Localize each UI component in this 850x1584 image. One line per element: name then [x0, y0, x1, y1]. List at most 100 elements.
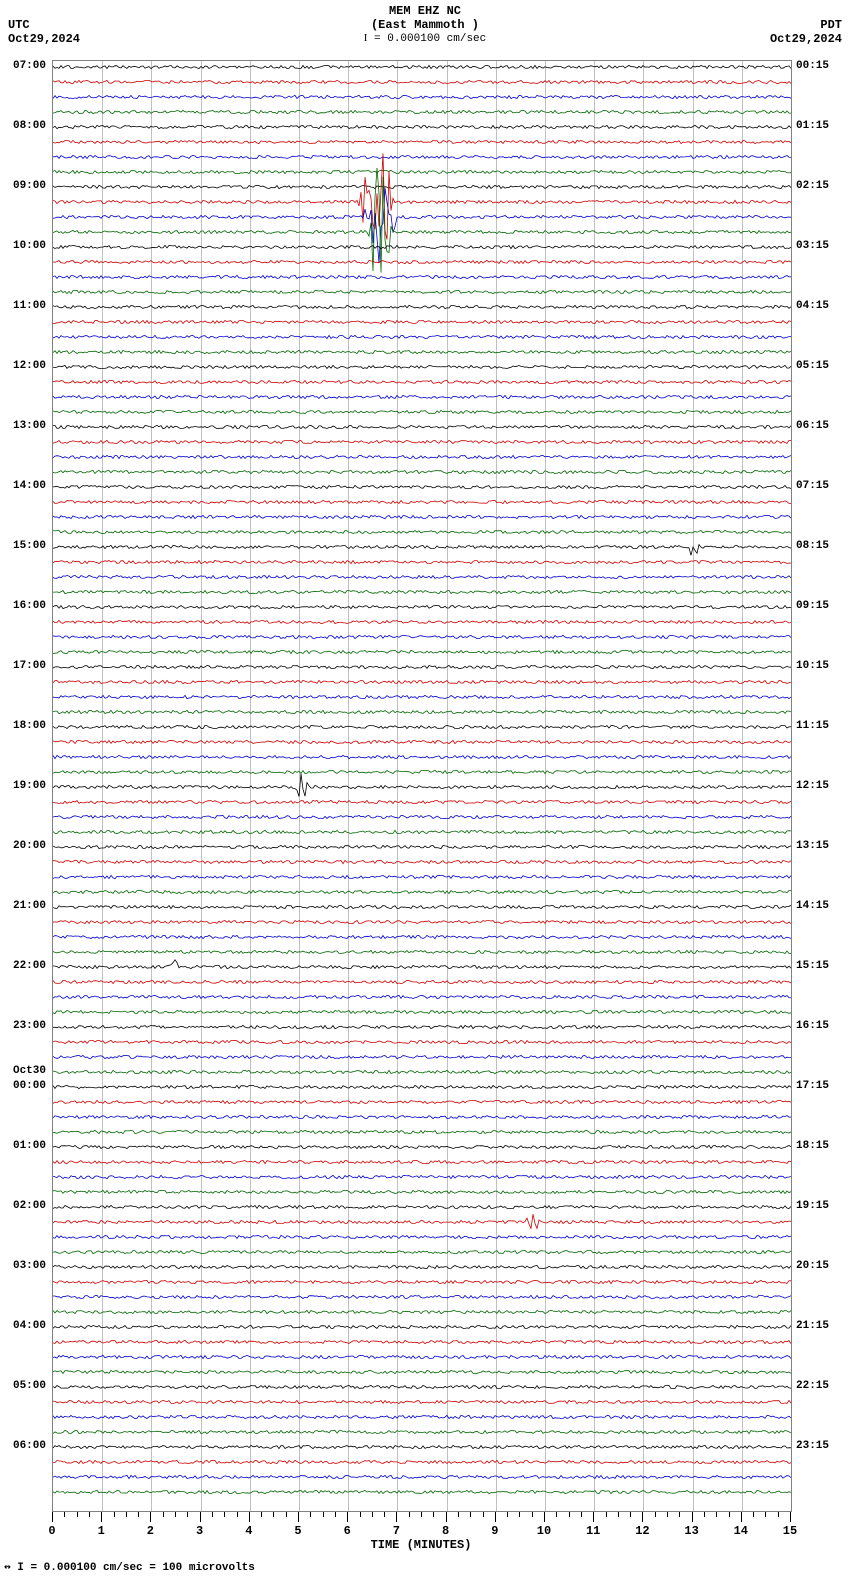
utc-label: 18:00: [13, 720, 46, 732]
utc-label: 17:00: [13, 660, 46, 672]
x-tick-minor: [114, 1512, 115, 1517]
trace-line: [53, 515, 791, 518]
pdt-label: 09:15: [796, 600, 829, 612]
x-tick-minor: [212, 1512, 213, 1517]
utc-time-labels: 07:0008:0009:0010:0011:0012:0013:0014:00…: [0, 60, 48, 1510]
trace-line: [53, 1490, 791, 1493]
x-tick: [249, 1512, 250, 1522]
trace-line: [53, 425, 791, 428]
trace-line: [53, 860, 791, 863]
x-tick-minor: [655, 1512, 656, 1517]
x-tick: [150, 1512, 151, 1522]
trace-line: [53, 920, 791, 923]
trace-line: [53, 1370, 791, 1373]
x-tick-minor: [716, 1512, 717, 1517]
trace-line: [53, 935, 791, 938]
trace-line: [53, 1295, 791, 1298]
x-tick-label: 4: [245, 1524, 252, 1538]
trace-line: [53, 1010, 791, 1013]
pdt-label: 04:15: [796, 300, 829, 312]
trace-line: [53, 605, 791, 608]
trace-line: [53, 845, 791, 848]
x-tick-minor: [77, 1512, 78, 1517]
utc-label: 16:00: [13, 600, 46, 612]
utc-label: 04:00: [13, 1320, 46, 1332]
x-tick-label: 1: [98, 1524, 105, 1538]
trace-line: [53, 980, 791, 983]
utc-label: 10:00: [13, 240, 46, 252]
trace-line: [53, 620, 791, 623]
trace-line: [53, 395, 791, 398]
pdt-label: 19:15: [796, 1200, 829, 1212]
utc-label: 20:00: [13, 840, 46, 852]
x-tick-minor: [679, 1512, 680, 1517]
x-tick-minor: [138, 1512, 139, 1517]
pdt-label: 22:15: [796, 1380, 829, 1392]
pdt-label: 20:15: [796, 1260, 829, 1272]
pdt-label: 11:15: [796, 720, 829, 732]
x-tick-label: 14: [734, 1524, 748, 1538]
x-tick-label: 9: [491, 1524, 498, 1538]
trace-line: [53, 1214, 791, 1228]
utc-label: 22:00: [13, 960, 46, 972]
trace-line: [53, 1205, 791, 1208]
x-tick: [692, 1512, 693, 1522]
trace-line: [53, 560, 791, 563]
x-tick-minor: [729, 1512, 730, 1517]
trace-line: [53, 290, 791, 293]
trace-line: [53, 545, 791, 556]
footnote: ↭ I = 0.000100 cm/sec = 100 microvolts: [4, 1560, 255, 1574]
scale-text: = 0.000100 cm/sec: [374, 33, 486, 45]
trace-line: [53, 725, 791, 728]
trace-line: [53, 380, 791, 383]
trace-line: [53, 365, 791, 368]
pdt-label: 12:15: [796, 780, 829, 792]
x-tick-minor: [163, 1512, 164, 1517]
x-tick-minor: [421, 1512, 422, 1517]
x-tick-minor: [310, 1512, 311, 1517]
x-tick-minor: [409, 1512, 410, 1517]
x-tick-minor: [237, 1512, 238, 1517]
pdt-label: 23:15: [796, 1440, 829, 1452]
utc-label: 05:00: [13, 1380, 46, 1392]
pdt-label: 00:15: [796, 60, 829, 72]
trace-line: [53, 168, 791, 273]
x-tick: [298, 1512, 299, 1522]
x-tick-minor: [618, 1512, 619, 1517]
x-tick-minor: [360, 1512, 361, 1517]
utc-label: 01:00: [13, 1140, 46, 1152]
trace-line: [53, 770, 791, 773]
pdt-label: 07:15: [796, 480, 829, 492]
trace-line: [53, 320, 791, 323]
trace-line: [53, 650, 791, 653]
trace-line: [53, 154, 791, 240]
x-tick: [495, 1512, 496, 1522]
trace-line: [53, 1325, 791, 1328]
trace-line: [53, 1400, 791, 1403]
tz-right-label: PDT: [770, 18, 842, 32]
x-tick-label: 15: [783, 1524, 797, 1538]
utc-label: 06:00: [13, 1440, 46, 1452]
seismogram-container: MEM EHZ NC (East Mammoth ) I = 0.000100 …: [0, 0, 850, 1584]
x-tick-minor: [569, 1512, 570, 1517]
x-tick-minor: [323, 1512, 324, 1517]
x-tick: [200, 1512, 201, 1522]
x-tick: [52, 1512, 53, 1522]
x-tick-label: 0: [48, 1524, 55, 1538]
trace-line: [53, 500, 791, 503]
x-tick-minor: [483, 1512, 484, 1517]
traces-svg: [53, 61, 791, 1511]
pdt-label: 03:15: [796, 240, 829, 252]
trace-line: [53, 1055, 791, 1058]
trace-line: [53, 1085, 791, 1088]
trace-line: [53, 815, 791, 818]
trace-line: [53, 890, 791, 893]
x-tick-minor: [778, 1512, 779, 1517]
trace-line: [53, 1040, 791, 1043]
x-tick-minor: [704, 1512, 705, 1517]
utc-label: 02:00: [13, 1200, 46, 1212]
trace-line: [53, 1070, 791, 1073]
utc-label: 03:00: [13, 1260, 46, 1272]
x-tick-minor: [667, 1512, 668, 1517]
x-tick-label: 2: [147, 1524, 154, 1538]
